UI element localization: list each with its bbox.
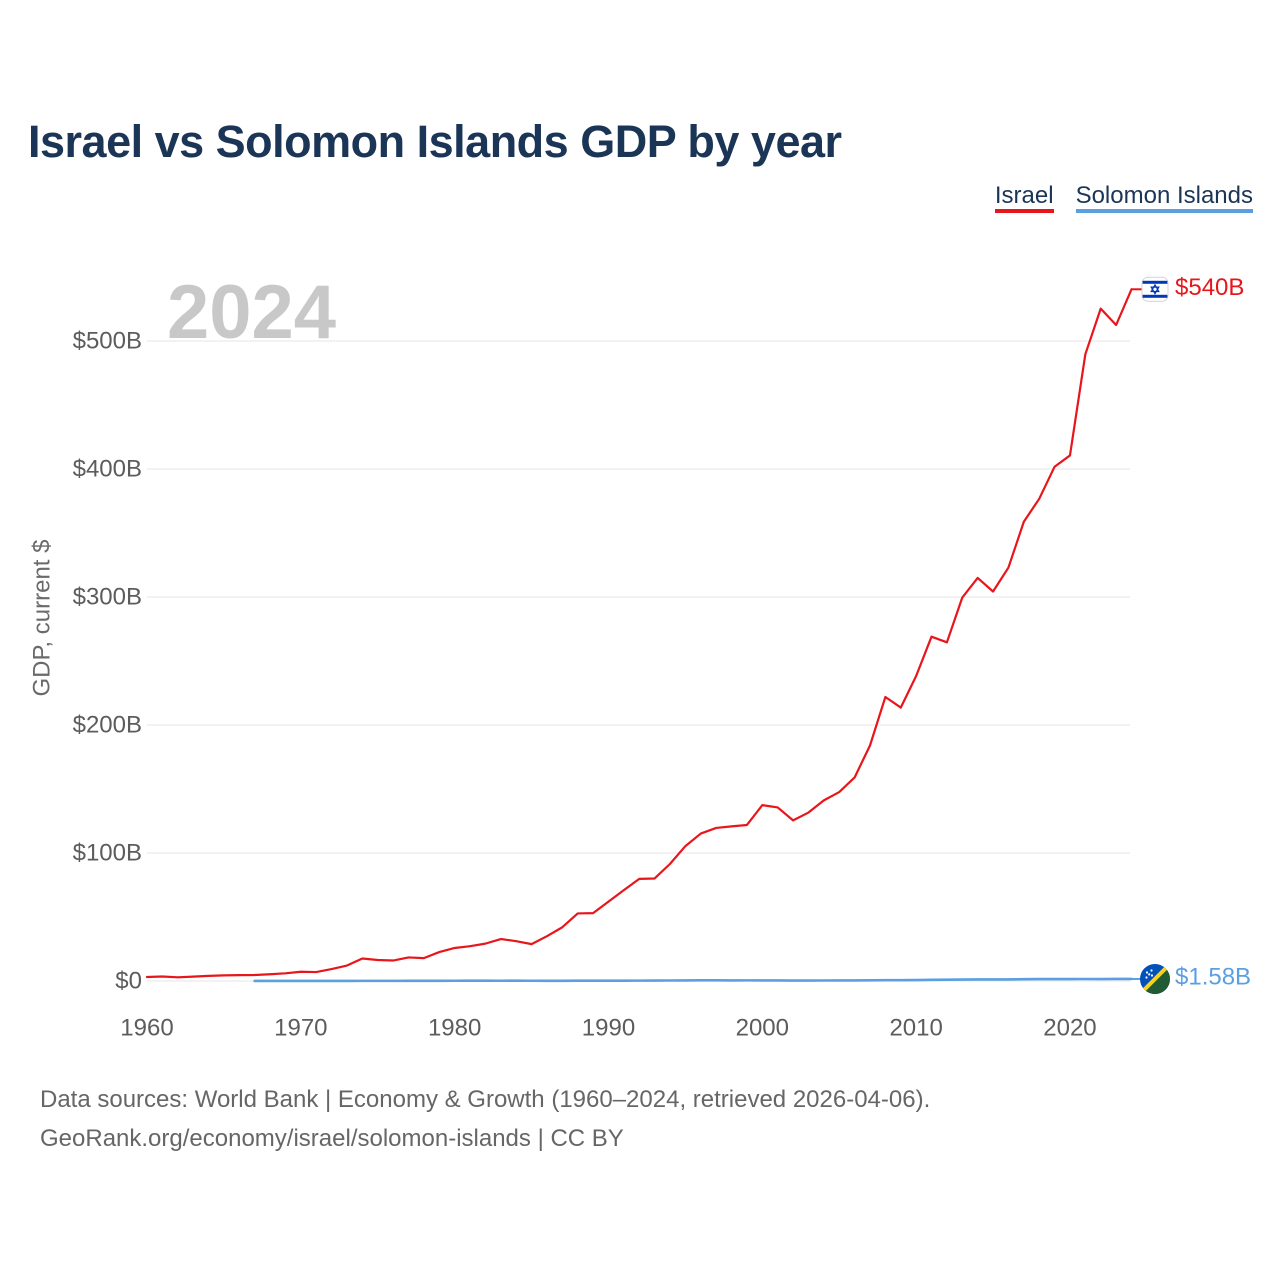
y-axis-title: GDP, current $ (29, 540, 56, 697)
israel-end-label: $540B (1175, 274, 1244, 301)
source-note: Data sources: World Bank | Economy & Gro… (40, 1080, 930, 1158)
legend-item-solomon-islands[interactable]: Solomon Islands (1075, 184, 1253, 213)
y-axis: $0 $100B $200B $300B $400B $500B (73, 328, 142, 995)
israel-flag-icon (1141, 276, 1169, 302)
legend-item-israel[interactable]: Israel (994, 184, 1054, 213)
israel-series-line (145, 288, 1133, 979)
y-tick-label: $0 (115, 968, 142, 995)
x-tick-label: 2010 (889, 1015, 942, 1042)
end-labels: $540B $1.58B (1131, 274, 1251, 994)
solomon-islands-end-label: $1.58B (1175, 963, 1251, 990)
y-tick-label: $300B (73, 584, 142, 611)
solomon-islands-series-line (253, 977, 1133, 983)
y-tick-label: $500B (73, 328, 142, 355)
series-lines (145, 288, 1133, 983)
source-line-1: Data sources: World Bank | Economy & Gro… (40, 1086, 931, 1113)
x-tick-label: 2020 (1043, 1015, 1096, 1042)
x-axis: 1960 1970 1980 1990 2000 2010 2020 (120, 1015, 1096, 1042)
y-tick-label: $200B (73, 712, 142, 739)
x-tick-label: 2000 (736, 1015, 789, 1042)
current-year-label: 2024 (167, 270, 336, 355)
y-tick-label: $400B (73, 456, 142, 483)
legend: Israel Solomon Islands (994, 184, 1253, 213)
chart-title: Israel vs Solomon Islands GDP by year (28, 116, 842, 167)
solomon-islands-flag-icon (1140, 963, 1170, 994)
x-tick-label: 1960 (120, 1015, 173, 1042)
x-tick-label: 1980 (428, 1015, 481, 1042)
x-tick-label: 1970 (274, 1015, 327, 1042)
y-tick-label: $100B (73, 840, 142, 867)
x-tick-label: 1990 (582, 1015, 635, 1042)
gridlines (147, 340, 1130, 982)
source-line-2: GeoRank.org/economy/israel/solomon-islan… (40, 1125, 624, 1152)
